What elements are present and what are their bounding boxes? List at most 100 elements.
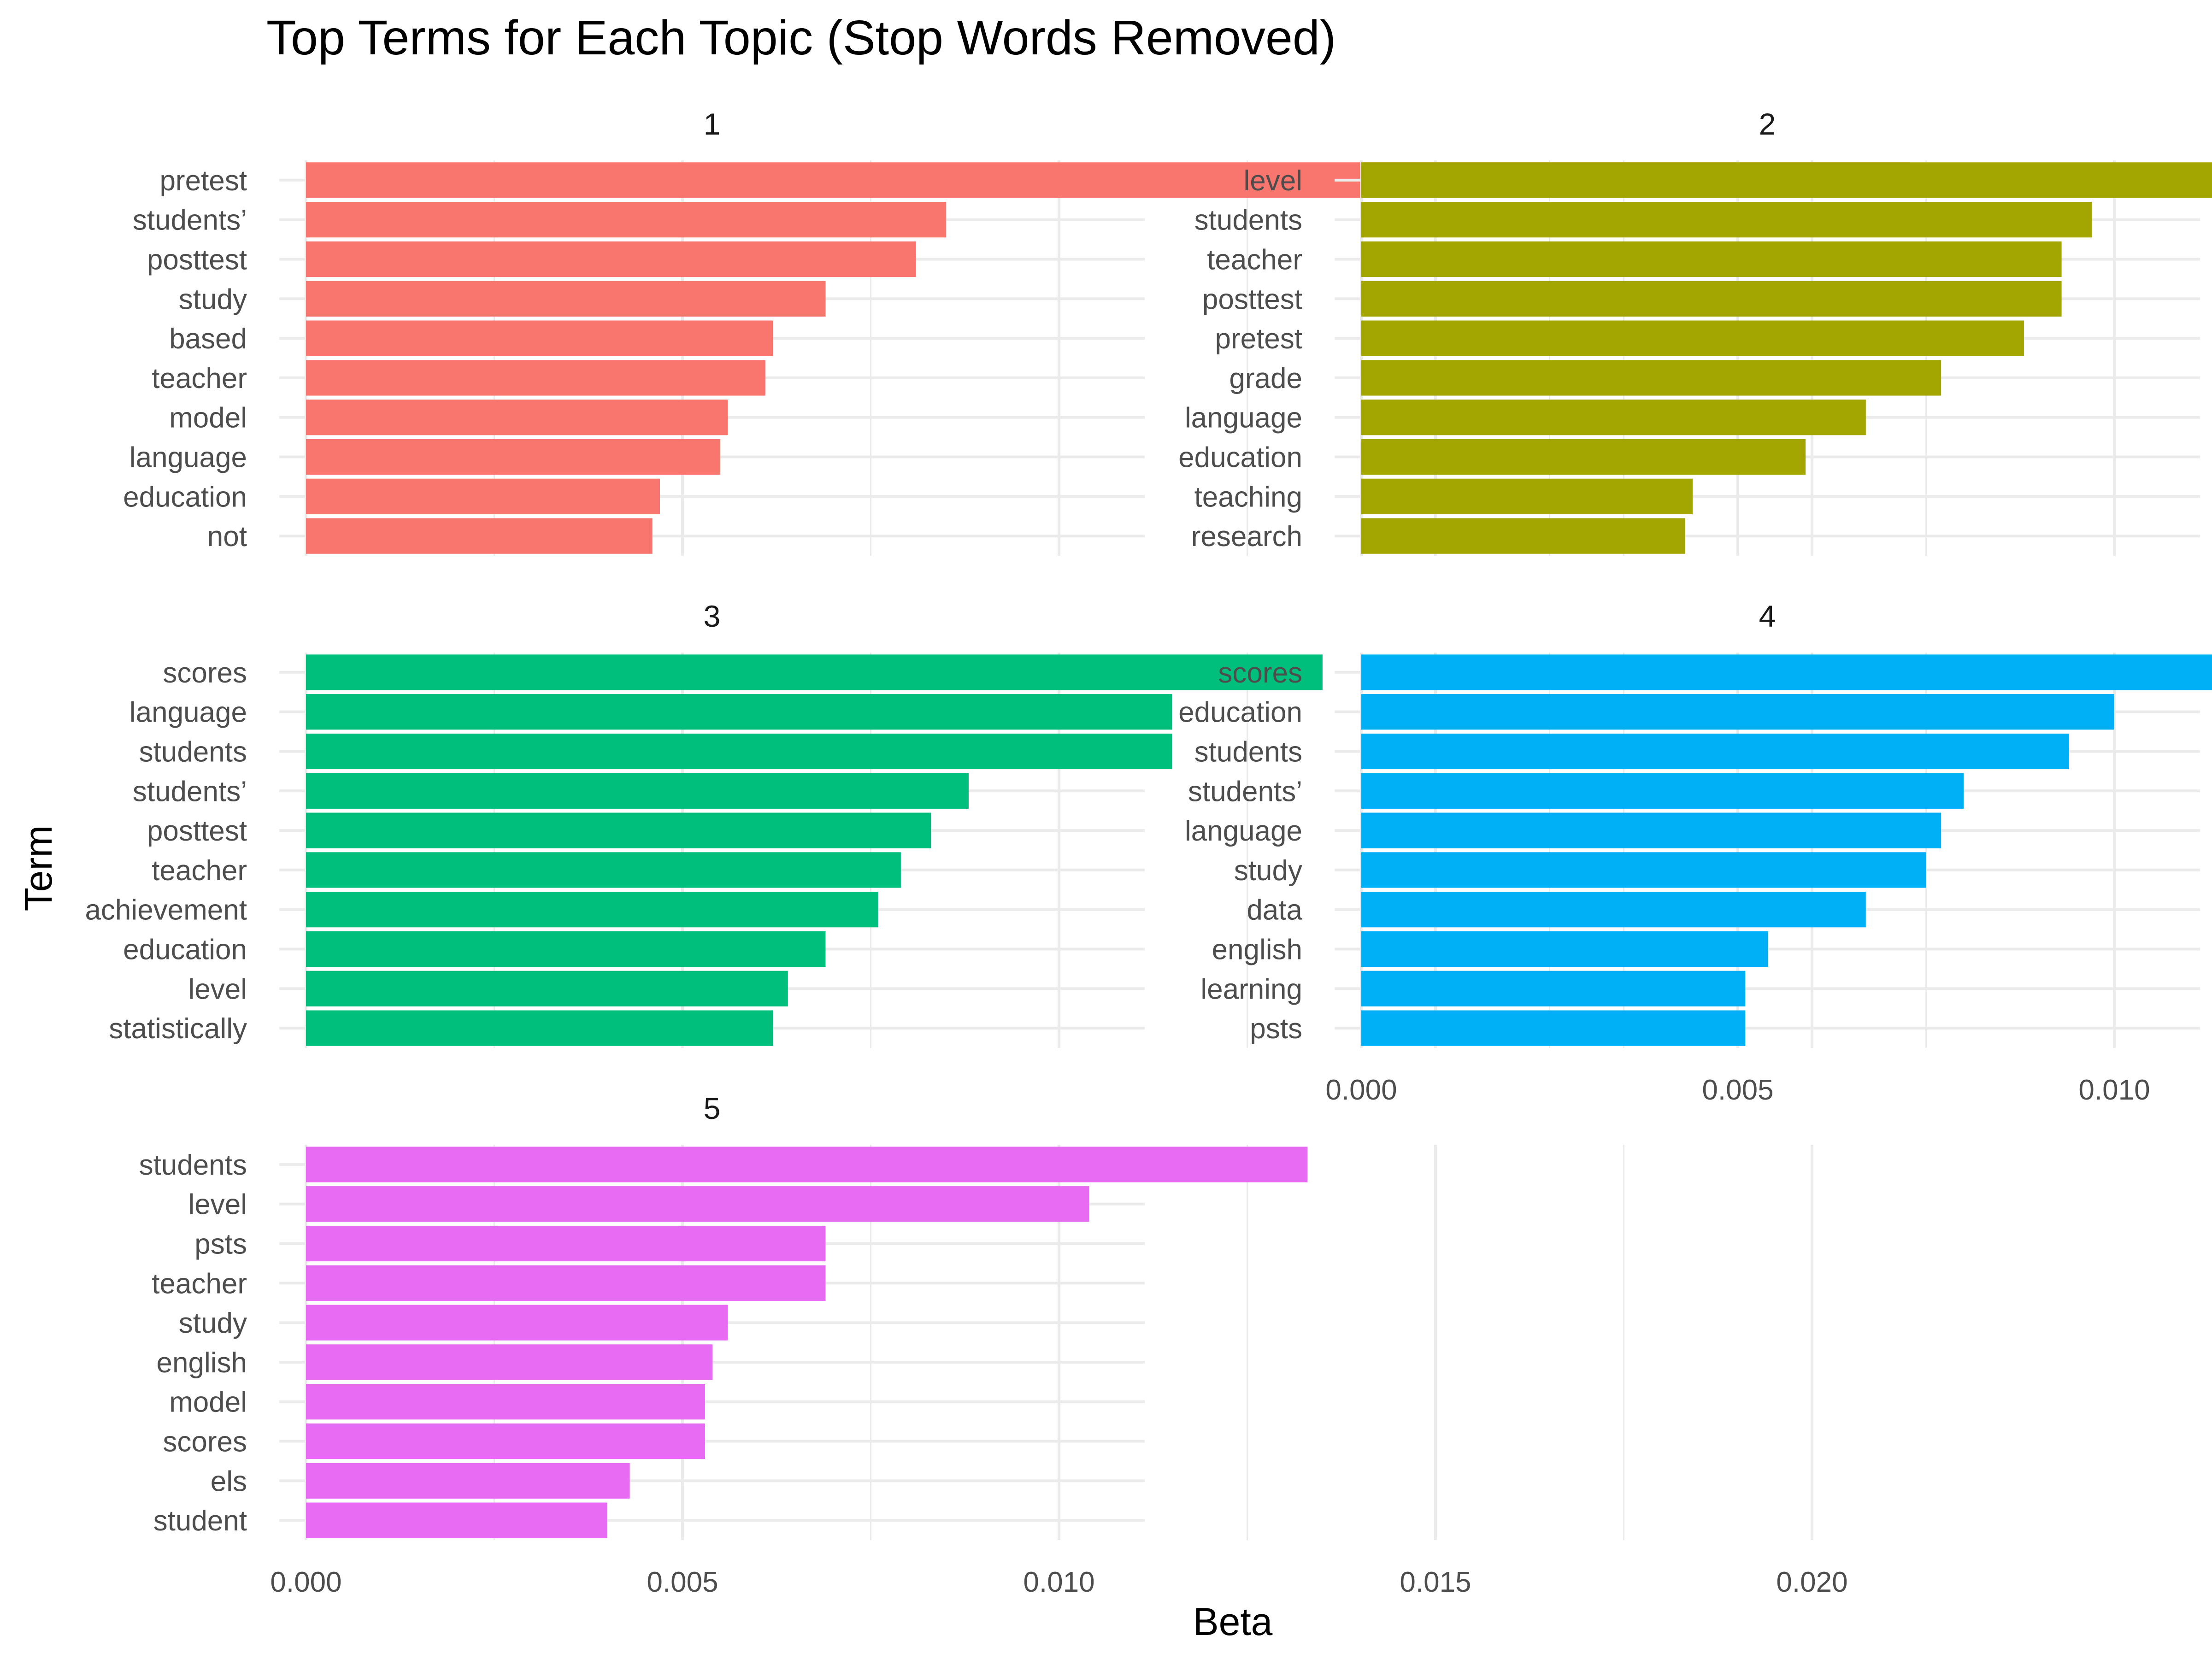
- term-label: teacher: [1207, 244, 1302, 276]
- bar-achievement: [306, 892, 878, 928]
- bar-study: [306, 1305, 728, 1341]
- term-label: psts: [194, 1229, 247, 1260]
- bar-pretest: [1361, 320, 2024, 356]
- term-label: posttest: [147, 244, 247, 276]
- term-label: education: [1178, 442, 1302, 474]
- facet-panel-2: 2 level students teacher posttest pretest grad…: [1178, 107, 2212, 556]
- term-label: level: [188, 1189, 247, 1221]
- bar-model: [306, 400, 728, 435]
- term-label: data: [1247, 894, 1302, 926]
- bar-scores: [306, 1423, 706, 1459]
- bar-statistically: [306, 1010, 773, 1046]
- term-label: statistically: [109, 1013, 247, 1045]
- term-label: level: [1243, 165, 1302, 197]
- bar-teaching: [1361, 478, 1693, 514]
- term-label: study: [179, 283, 247, 315]
- term-label: education: [123, 934, 247, 966]
- term-label: posttest: [1202, 283, 1302, 315]
- term-label: student: [153, 1505, 247, 1537]
- term-label: learning: [1200, 973, 1302, 1005]
- bar-students: [306, 733, 1172, 770]
- x-tick-label: 0.005: [647, 1566, 718, 1598]
- facet-panel-5: 5 students level psts teacher study english mod…: [139, 1091, 1848, 1598]
- term-label: based: [169, 323, 247, 355]
- x-tick-label: 0.010: [1023, 1566, 1094, 1598]
- chart-title: Top Terms for Each Topic (Stop Words Rem…: [266, 11, 1336, 65]
- x-tick-label: 0.000: [1325, 1074, 1397, 1106]
- term-label: model: [169, 402, 247, 434]
- bar-students: [306, 202, 946, 238]
- term-label: language: [129, 442, 247, 474]
- term-label: psts: [1250, 1013, 1302, 1045]
- bar-teacher: [306, 360, 765, 396]
- bar-study: [306, 281, 826, 317]
- term-label: scores: [163, 1426, 247, 1458]
- bar-english: [1361, 931, 1768, 967]
- bar-level: [306, 971, 788, 1006]
- term-label: achievement: [85, 894, 247, 926]
- term-label: teacher: [152, 855, 247, 887]
- term-label: model: [169, 1387, 247, 1418]
- term-label: students: [1194, 205, 1302, 236]
- term-label: students’: [1188, 776, 1302, 807]
- bar-language: [1361, 812, 1941, 848]
- bar-learning: [1361, 971, 1746, 1006]
- term-label: students’: [133, 776, 247, 807]
- term-label: study: [179, 1307, 247, 1339]
- term-label: students: [139, 1149, 247, 1181]
- term-label: students’: [133, 205, 247, 236]
- bar-students: [306, 773, 969, 809]
- bar-model: [306, 1384, 706, 1420]
- term-label: education: [123, 481, 247, 513]
- term-label: students: [1194, 736, 1302, 768]
- term-label: education: [1178, 697, 1302, 729]
- bar-grade: [1361, 360, 1941, 396]
- y-axis-title: Term: [17, 825, 60, 912]
- bar-scores: [306, 654, 1323, 690]
- bar-psts: [306, 1225, 826, 1262]
- bar-study: [1361, 852, 1926, 888]
- x-tick-label: 0.005: [1702, 1074, 1773, 1106]
- bar-language: [1361, 400, 1866, 435]
- x-tick-label: 0.015: [1400, 1566, 1471, 1598]
- bar-level: [306, 1186, 1089, 1222]
- term-label: study: [1234, 855, 1302, 887]
- bar-posttest: [306, 812, 931, 848]
- facet-label: 3: [704, 599, 721, 633]
- bar-based: [306, 320, 773, 356]
- bar-student: [306, 1502, 607, 1538]
- term-label: els: [211, 1465, 247, 1497]
- term-label: language: [1185, 402, 1302, 434]
- x-axis-title: Beta: [1193, 1600, 1273, 1643]
- term-label: scores: [1218, 657, 1302, 689]
- bar-posttest: [1361, 281, 2062, 317]
- term-label: teacher: [152, 363, 247, 394]
- bar-education: [1361, 694, 2114, 730]
- term-label: teaching: [1194, 481, 1302, 513]
- bar-education: [1361, 439, 1806, 475]
- bar-english: [306, 1344, 713, 1380]
- term-label: teacher: [152, 1268, 247, 1300]
- bar-students: [1361, 773, 1964, 809]
- term-label: pretest: [159, 165, 247, 197]
- term-label: not: [207, 521, 247, 553]
- bar-students: [1361, 733, 2069, 770]
- bar-posttest: [306, 241, 916, 277]
- facet-panel-3: 3 scores language students students’ posttest…: [85, 599, 1813, 1048]
- facet-label: 4: [1759, 599, 1776, 633]
- bar-students: [1361, 202, 2092, 238]
- bar-students: [306, 1147, 1308, 1182]
- bar-not: [306, 518, 653, 554]
- bar-education: [306, 931, 826, 967]
- term-label: grade: [1229, 363, 1302, 394]
- bar-language: [306, 439, 720, 475]
- bar-education: [306, 478, 660, 514]
- x-tick-label: 0.020: [1776, 1566, 1847, 1598]
- term-label: language: [1185, 815, 1302, 847]
- bar-scores: [1361, 654, 2212, 690]
- x-tick-label: 0.010: [2078, 1074, 2150, 1106]
- bar-language: [306, 694, 1172, 730]
- term-label: level: [188, 973, 247, 1005]
- facet-label: 5: [704, 1091, 721, 1125]
